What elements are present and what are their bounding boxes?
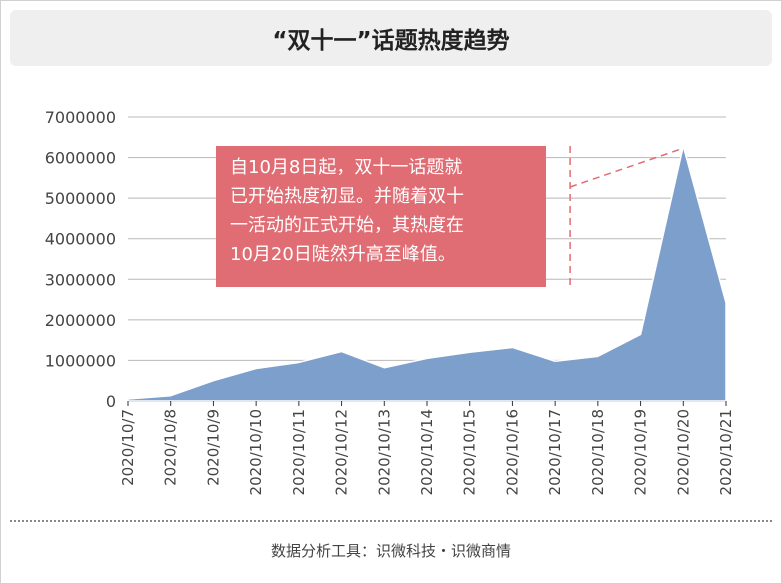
area-series xyxy=(127,145,727,402)
x-tick-label: 2020/10/10 xyxy=(247,409,265,495)
footer-credit: 数据分析工具：识微科技・识微商情 xyxy=(270,542,511,560)
footer-divider xyxy=(10,520,772,522)
y-tick-label: 0 xyxy=(106,392,116,411)
annotation-line: 自10月8日起，双十一话题就 xyxy=(230,157,463,178)
x-tick-label: 2020/10/20 xyxy=(674,409,692,495)
annotation-box: 自10月8日起，双十一话题就 已开始热度初显。并随着双十 一活动的正式开始，其热… xyxy=(216,146,546,287)
x-tick-label: 2020/10/19 xyxy=(632,409,650,495)
annotation-line: 已开始热度初显。并随着双十 xyxy=(230,186,464,207)
x-tick-label: 2020/10/12 xyxy=(333,409,351,495)
x-tick-label: 2020/10/7 xyxy=(119,409,137,486)
x-tick-label: 2020/10/13 xyxy=(375,409,393,495)
x-tick-label: 2020/10/8 xyxy=(162,409,180,486)
chart-title: “双十一”话题热度趋势 xyxy=(272,28,510,54)
x-tick-label: 2020/10/15 xyxy=(461,409,479,495)
x-tick-label: 2020/10/18 xyxy=(589,409,607,495)
chart-title-bar: “双十一”话题热度趋势 xyxy=(10,10,772,66)
x-tick-label: 2020/10/16 xyxy=(503,409,521,495)
y-tick-label: 1000000 xyxy=(45,351,116,370)
y-tick-label: 5000000 xyxy=(45,189,116,208)
y-tick-label: 3000000 xyxy=(45,270,116,289)
y-tick-label: 7000000 xyxy=(45,108,116,127)
x-tick-label: 2020/10/9 xyxy=(204,409,222,486)
y-tick-label: 4000000 xyxy=(45,230,116,249)
annotation-line: 10月20日陡然升高至峰值。 xyxy=(230,244,456,265)
x-tick-label: 2020/10/21 xyxy=(717,409,735,495)
x-tick-label: 2020/10/11 xyxy=(290,409,308,495)
x-tick-label: 2020/10/14 xyxy=(418,409,436,495)
annotation-line: 一活动的正式开始，其热度在 xyxy=(230,215,464,236)
y-tick-label: 2000000 xyxy=(45,311,116,330)
annotation-pointer-line xyxy=(569,147,684,188)
x-tick-label: 2020/10/17 xyxy=(546,409,564,495)
y-tick-label: 6000000 xyxy=(45,149,116,168)
